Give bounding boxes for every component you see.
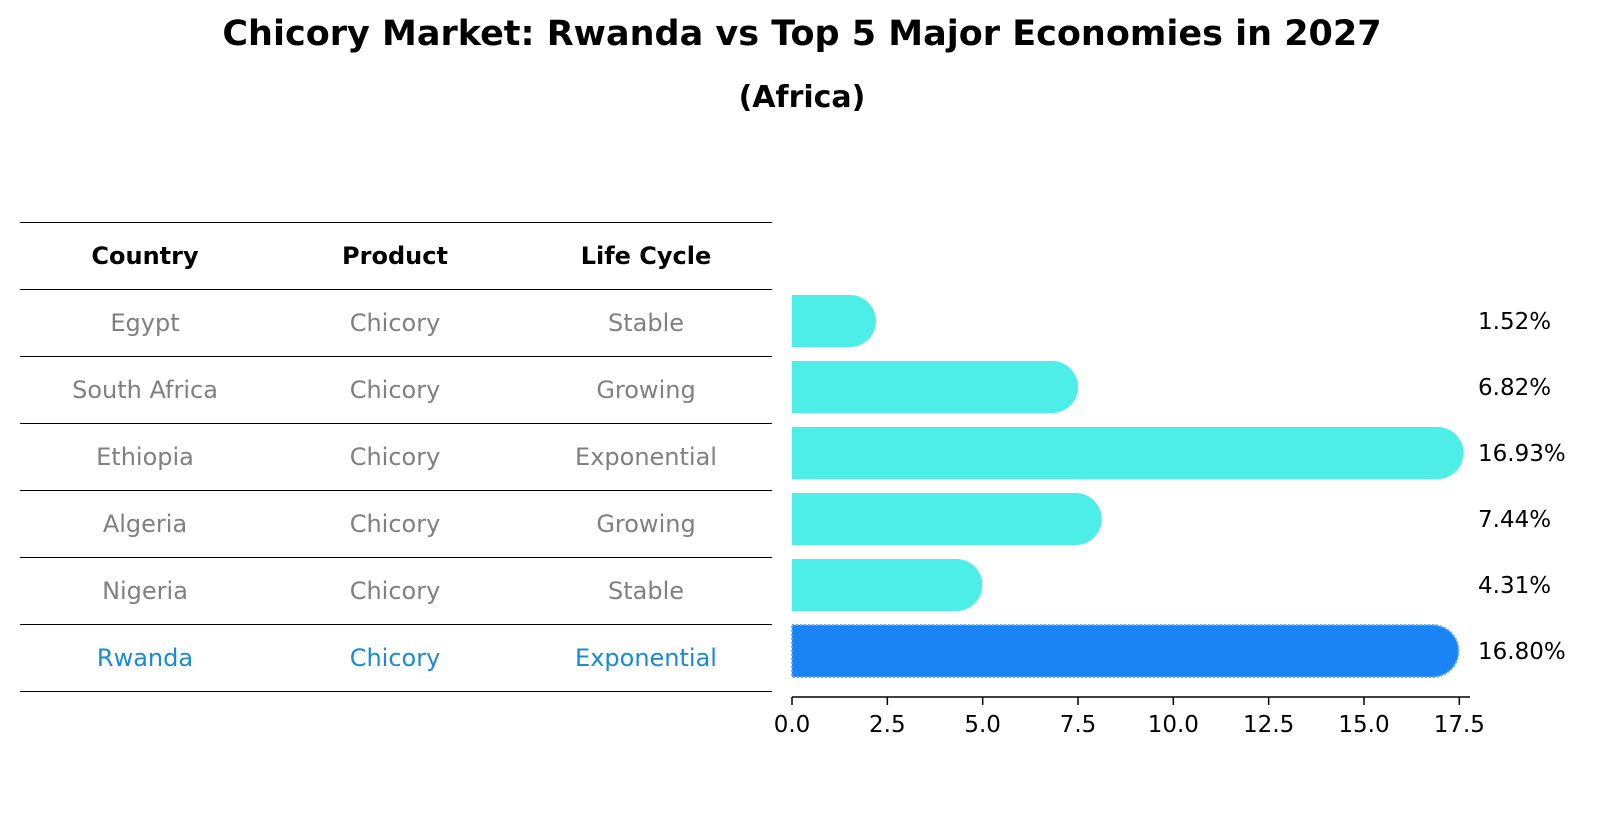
table-row: Ethiopia Chicory Exponential: [20, 423, 772, 491]
x-tick-label: 17.5: [1434, 712, 1485, 738]
cell-country: South Africa: [20, 356, 270, 424]
value-label: 6.82%: [1478, 375, 1551, 401]
value-label: 16.80%: [1478, 639, 1566, 665]
table-row: Algeria Chicory Growing: [20, 490, 772, 558]
header-country: Country: [20, 222, 270, 290]
x-tick-label: 10.0: [1148, 712, 1199, 738]
table-header-row: Country Product Life Cycle: [20, 222, 772, 290]
x-tick-label: 12.5: [1243, 712, 1294, 738]
chart-title: Chicory Market: Rwanda vs Top 5 Major Ec…: [222, 14, 1382, 54]
cell-country: Rwanda: [20, 624, 270, 692]
value-label: 1.52%: [1478, 309, 1551, 335]
cell-life-cycle: Stable: [520, 557, 772, 625]
cell-life-cycle: Exponential: [520, 423, 772, 491]
header-life-cycle: Life Cycle: [520, 222, 772, 290]
x-tick-label: 5.0: [964, 712, 1001, 738]
cell-product: Chicory: [270, 423, 520, 491]
value-label: 4.31%: [1478, 573, 1551, 599]
x-tick-label: 15.0: [1338, 712, 1389, 738]
value-label: 7.44%: [1478, 507, 1551, 533]
bar-nigeria: [792, 559, 983, 611]
cell-life-cycle: Growing: [520, 490, 772, 558]
cell-product: Chicory: [270, 557, 520, 625]
cell-product: Chicory: [270, 356, 520, 424]
country-table: Country Product Life Cycle Egypt Chicory…: [20, 222, 772, 692]
cell-country: Algeria: [20, 490, 270, 558]
x-tick-label: 0.0: [774, 712, 811, 738]
cell-product: Chicory: [270, 624, 520, 692]
bar-south-africa: [792, 361, 1079, 413]
cell-country: Nigeria: [20, 557, 270, 625]
bar-rwanda: [791, 624, 1460, 678]
cell-life-cycle: Exponential: [520, 624, 772, 692]
value-label: 16.93%: [1478, 441, 1566, 467]
cell-country: Ethiopia: [20, 423, 270, 491]
table-row: South Africa Chicory Growing: [20, 356, 772, 424]
table-row: Egypt Chicory Stable: [20, 289, 772, 357]
header-product: Product: [270, 222, 520, 290]
cell-life-cycle: Growing: [520, 356, 772, 424]
bar-algeria: [792, 493, 1102, 545]
cell-product: Chicory: [270, 289, 520, 357]
table-row: Nigeria Chicory Stable: [20, 557, 772, 625]
chart-subtitle: (Africa): [738, 80, 866, 115]
x-tick-label: 2.5: [869, 712, 906, 738]
bar-egypt: [792, 295, 876, 347]
cell-country: Egypt: [20, 289, 270, 357]
cell-life-cycle: Stable: [520, 289, 772, 357]
table-row-highlighted: Rwanda Chicory Exponential: [20, 624, 772, 692]
bar-ethiopia: [792, 427, 1464, 479]
cell-product: Chicory: [270, 490, 520, 558]
x-tick-label: 7.5: [1060, 712, 1097, 738]
